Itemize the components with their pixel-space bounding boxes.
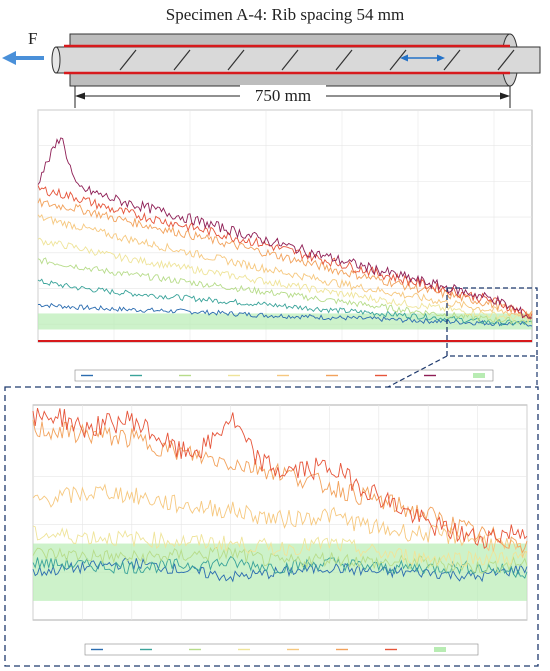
specimen-rib (497, 49, 515, 71)
series-line (37, 213, 533, 320)
series-line (37, 278, 533, 327)
series-line (32, 556, 528, 579)
main-chart (37, 109, 533, 382)
legend-swatch (434, 647, 446, 652)
specimen-rib (173, 49, 191, 71)
inset-chart (32, 404, 528, 656)
specimen-ribs (119, 49, 515, 71)
series-line (32, 483, 528, 559)
series-line (37, 302, 533, 327)
dimension-label: 750 mm (255, 86, 311, 105)
dimension-label-bg (240, 85, 326, 105)
figure-title: Specimen A-4: Rib spacing 54 mm (166, 5, 404, 24)
specimen-rib (389, 49, 407, 71)
series-line (32, 546, 528, 574)
rib-spacing-arrow-left (400, 54, 408, 62)
series-line (32, 525, 528, 568)
series-line (37, 237, 533, 324)
specimen-schematic: F 750 mm (2, 29, 541, 108)
force-label: F (28, 29, 37, 48)
specimen-left-bar-end (51, 46, 61, 74)
specimen-rib (443, 49, 461, 71)
specimen-rib (227, 49, 245, 71)
specimen-rib (335, 49, 353, 71)
series-line (32, 419, 528, 554)
specimen-rib (119, 49, 137, 71)
series-line (37, 185, 533, 320)
zoom-region-box (446, 287, 538, 357)
inset-frame (4, 386, 539, 667)
specimen-rib (281, 49, 299, 71)
force-arrow-head (2, 51, 16, 65)
dimension-arrow-left (75, 92, 85, 100)
zoom-connector-left (387, 355, 448, 388)
legend (84, 643, 479, 656)
series-line (32, 407, 528, 550)
series-line (37, 137, 532, 319)
rib-spacing-arrow-right (437, 54, 445, 62)
legend-swatch (473, 373, 485, 378)
series-line (37, 197, 533, 318)
zoom-indicator (4, 287, 539, 667)
dimension-arrow-right (500, 92, 510, 100)
series-line (37, 257, 533, 325)
